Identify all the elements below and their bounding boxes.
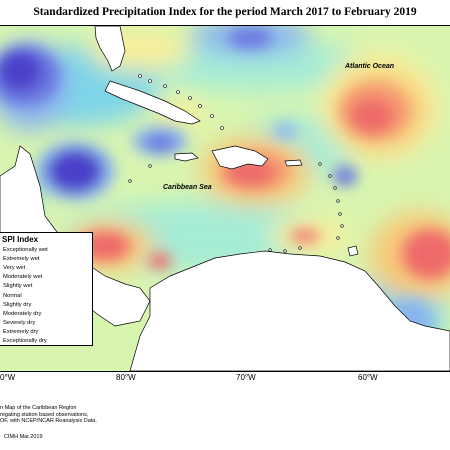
spi-legend: SPI Index Exceptionally wet Extremely wet… xyxy=(0,232,93,346)
atlantic-ocean-label: Atlantic Ocean xyxy=(345,63,395,70)
legend-item-label: Moderately wet xyxy=(3,274,43,281)
legend-title: SPI Index xyxy=(2,235,39,244)
legend-item-label: Normal xyxy=(3,292,22,299)
florida xyxy=(94,26,126,72)
legend-item-label: Extremely dry xyxy=(3,329,39,336)
legend-item: Exceptionally wet xyxy=(0,245,92,254)
legend-item: Severely dry xyxy=(0,319,92,328)
footer-line-3: OF, with NCEP/NCAR Reanalysis Data. xyxy=(0,418,97,424)
spi-map xyxy=(0,25,450,372)
trinidad xyxy=(347,245,359,257)
small-islands xyxy=(128,74,344,253)
lon-tick-80w: 80°W xyxy=(116,373,136,382)
legend-item-label: Moderately dry xyxy=(3,310,42,317)
legend-item: Slightly dry xyxy=(0,300,92,309)
cuba xyxy=(104,80,201,125)
footer-notes: n Map of the Caribbean Region regating s… xyxy=(0,405,97,425)
legend-item: Moderately dry xyxy=(0,309,92,318)
jamaica xyxy=(174,152,199,162)
land-masses xyxy=(0,26,450,371)
footer-credit: CIMH Mar.2019 xyxy=(4,434,43,440)
south-america xyxy=(129,250,450,371)
caribbean-sea-label: Caribbean Sea xyxy=(163,184,212,191)
legend-item-label: Severely dry xyxy=(3,320,36,327)
legend-item: Slightly wet xyxy=(0,282,92,291)
legend-item: Exceptionally dry xyxy=(0,337,92,346)
legend-item: Moderately wet xyxy=(0,273,92,282)
legend-item-label: Exceptionally dry xyxy=(3,338,47,345)
legend-item: Normal xyxy=(0,291,92,300)
lon-tick-70w: 70°W xyxy=(236,373,256,382)
map-title: Standardized Precipitation Index for the… xyxy=(33,6,417,18)
legend-item-label: Slightly wet xyxy=(3,283,33,290)
legend-rows: Exceptionally wet Extremely wet Very wet Mo… xyxy=(0,245,92,346)
legend-item-label: Very wet xyxy=(3,264,26,271)
puerto-rico xyxy=(284,159,303,167)
legend-item-label: Slightly dry xyxy=(3,301,32,308)
lon-tick-60w: 60°W xyxy=(358,373,378,382)
footer-line-1: n Map of the Caribbean Region xyxy=(0,405,77,411)
legend-item: Very wet xyxy=(0,263,92,272)
legend-item-label: Extremely wet xyxy=(3,255,40,262)
legend-item: Extremely wet xyxy=(0,254,92,263)
legend-item-label: Exceptionally wet xyxy=(3,246,48,253)
footer-line-2: regating station based observations, xyxy=(0,411,89,418)
lon-tick-left: 0°W xyxy=(0,373,16,382)
hispaniola xyxy=(211,145,269,170)
legend-item: Extremely dry xyxy=(0,328,92,337)
